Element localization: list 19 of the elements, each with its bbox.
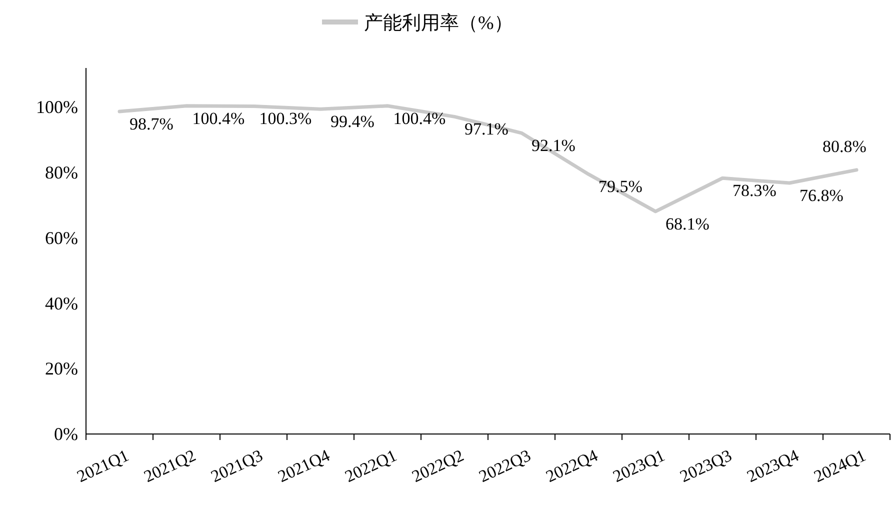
text: 99.4%: [330, 112, 374, 132]
text: 92.1%: [532, 136, 576, 155]
text: 76.8%: [800, 186, 844, 205]
text: 80.8%: [822, 136, 866, 156]
y-tick-label: 100%: [36, 97, 78, 118]
text: 97.1%: [464, 120, 508, 139]
y-tick-label: 0%: [54, 424, 78, 444]
legend-label: 产能利用率（%）: [364, 12, 513, 34]
y-tick-label: 60%: [45, 228, 78, 248]
text: 100.3%: [259, 109, 312, 128]
y-tick-label: 40%: [45, 293, 78, 314]
text: 100.4%: [192, 108, 245, 128]
text: 68.1%: [666, 214, 710, 234]
text: 98.7%: [130, 114, 174, 134]
text: 78.3%: [732, 181, 776, 200]
text: 79.5%: [598, 177, 642, 196]
y-tick-label: 80%: [45, 162, 78, 183]
text: 100.4%: [393, 108, 446, 128]
y-tick-label: 20%: [45, 358, 78, 379]
